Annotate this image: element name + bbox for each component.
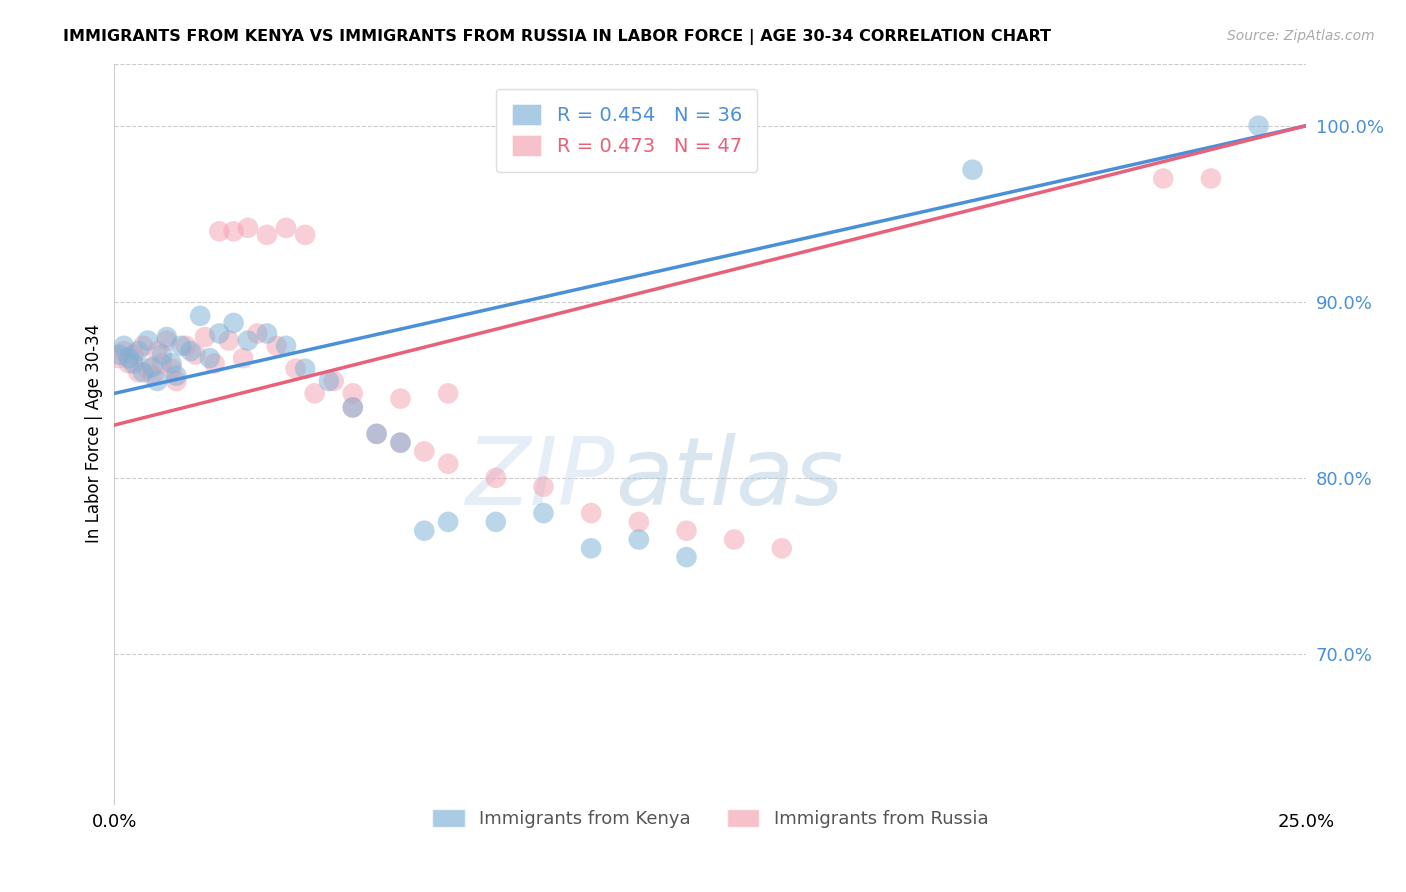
Point — [485, 515, 508, 529]
Point — [141, 368, 163, 383]
Point — [294, 361, 316, 376]
Point — [204, 356, 226, 370]
Point — [294, 227, 316, 242]
Point — [150, 348, 173, 362]
Y-axis label: In Labor Force | Age 30-34: In Labor Force | Age 30-34 — [86, 324, 103, 543]
Point — [533, 480, 555, 494]
Point — [184, 348, 207, 362]
Point — [132, 365, 155, 379]
Point — [413, 524, 436, 538]
Point — [1247, 119, 1270, 133]
Point — [194, 330, 217, 344]
Point — [274, 220, 297, 235]
Point — [675, 524, 697, 538]
Point — [266, 339, 288, 353]
Point — [236, 334, 259, 348]
Point — [112, 339, 135, 353]
Point — [579, 506, 602, 520]
Point — [236, 220, 259, 235]
Point — [256, 326, 278, 341]
Point — [389, 392, 412, 406]
Point — [366, 426, 388, 441]
Point — [208, 326, 231, 341]
Point — [274, 339, 297, 353]
Point — [437, 515, 460, 529]
Legend: Immigrants from Kenya, Immigrants from Russia: Immigrants from Kenya, Immigrants from R… — [425, 802, 995, 835]
Text: ZIP: ZIP — [465, 433, 614, 524]
Point — [122, 348, 145, 362]
Point — [146, 374, 169, 388]
Point — [132, 339, 155, 353]
Point — [118, 351, 141, 365]
Point — [160, 361, 183, 376]
Point — [366, 426, 388, 441]
Point — [322, 374, 344, 388]
Point — [222, 224, 245, 238]
Point — [675, 550, 697, 565]
Point — [141, 359, 163, 374]
Point — [770, 541, 793, 556]
Point — [413, 444, 436, 458]
Point — [136, 334, 159, 348]
Point — [962, 162, 984, 177]
Point — [127, 365, 149, 379]
Point — [437, 457, 460, 471]
Point — [136, 361, 159, 376]
Point — [1152, 171, 1174, 186]
Point — [256, 227, 278, 242]
Point — [723, 533, 745, 547]
Point — [165, 374, 187, 388]
Point — [1199, 171, 1222, 186]
Point — [304, 386, 326, 401]
Point — [579, 541, 602, 556]
Text: IMMIGRANTS FROM KENYA VS IMMIGRANTS FROM RUSSIA IN LABOR FORCE | AGE 30-34 CORRE: IMMIGRANTS FROM KENYA VS IMMIGRANTS FROM… — [63, 29, 1052, 45]
Point — [198, 351, 221, 365]
Point — [232, 351, 254, 365]
Point — [160, 356, 183, 370]
Point — [284, 361, 307, 376]
Point — [342, 386, 364, 401]
Point — [170, 339, 193, 353]
Point — [122, 356, 145, 370]
Point — [112, 344, 135, 359]
Text: atlas: atlas — [614, 433, 844, 524]
Point — [165, 368, 187, 383]
Point — [127, 344, 149, 359]
Point — [188, 309, 211, 323]
Point — [389, 435, 412, 450]
Point — [150, 356, 173, 370]
Point — [389, 435, 412, 450]
Point — [180, 344, 202, 359]
Point — [222, 316, 245, 330]
Point — [627, 515, 650, 529]
Point — [208, 224, 231, 238]
Point — [533, 506, 555, 520]
Point — [146, 344, 169, 359]
Point — [318, 374, 340, 388]
Point — [174, 339, 197, 353]
Point — [485, 471, 508, 485]
Point — [118, 356, 141, 370]
Point — [156, 334, 179, 348]
Point — [218, 334, 240, 348]
Point — [246, 326, 269, 341]
Point — [156, 330, 179, 344]
Point — [342, 401, 364, 415]
Text: Source: ZipAtlas.com: Source: ZipAtlas.com — [1227, 29, 1375, 44]
Point — [342, 401, 364, 415]
Point — [108, 351, 131, 365]
Point — [108, 348, 131, 362]
Point — [627, 533, 650, 547]
Point — [437, 386, 460, 401]
